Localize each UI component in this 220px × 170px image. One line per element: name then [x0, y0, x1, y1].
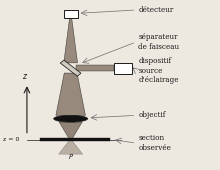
Text: séparateur
de faisceau: séparateur de faisceau: [138, 33, 180, 51]
Text: détecteur: détecteur: [138, 6, 174, 14]
Polygon shape: [64, 18, 77, 63]
Text: z = 0: z = 0: [3, 137, 19, 142]
Bar: [114, 63, 132, 74]
Polygon shape: [76, 65, 114, 71]
Polygon shape: [59, 122, 82, 140]
Text: objectif: objectif: [138, 111, 166, 119]
Text: dispositif
source
d'éclairage: dispositif source d'éclairage: [138, 57, 179, 84]
Text: P: P: [69, 154, 73, 160]
Ellipse shape: [54, 115, 88, 122]
Polygon shape: [60, 60, 81, 76]
Bar: [64, 10, 78, 18]
Bar: [40, 138, 110, 141]
Text: z: z: [22, 72, 26, 81]
Polygon shape: [56, 73, 85, 115]
Text: section
observée: section observée: [138, 134, 171, 152]
Polygon shape: [59, 140, 83, 154]
